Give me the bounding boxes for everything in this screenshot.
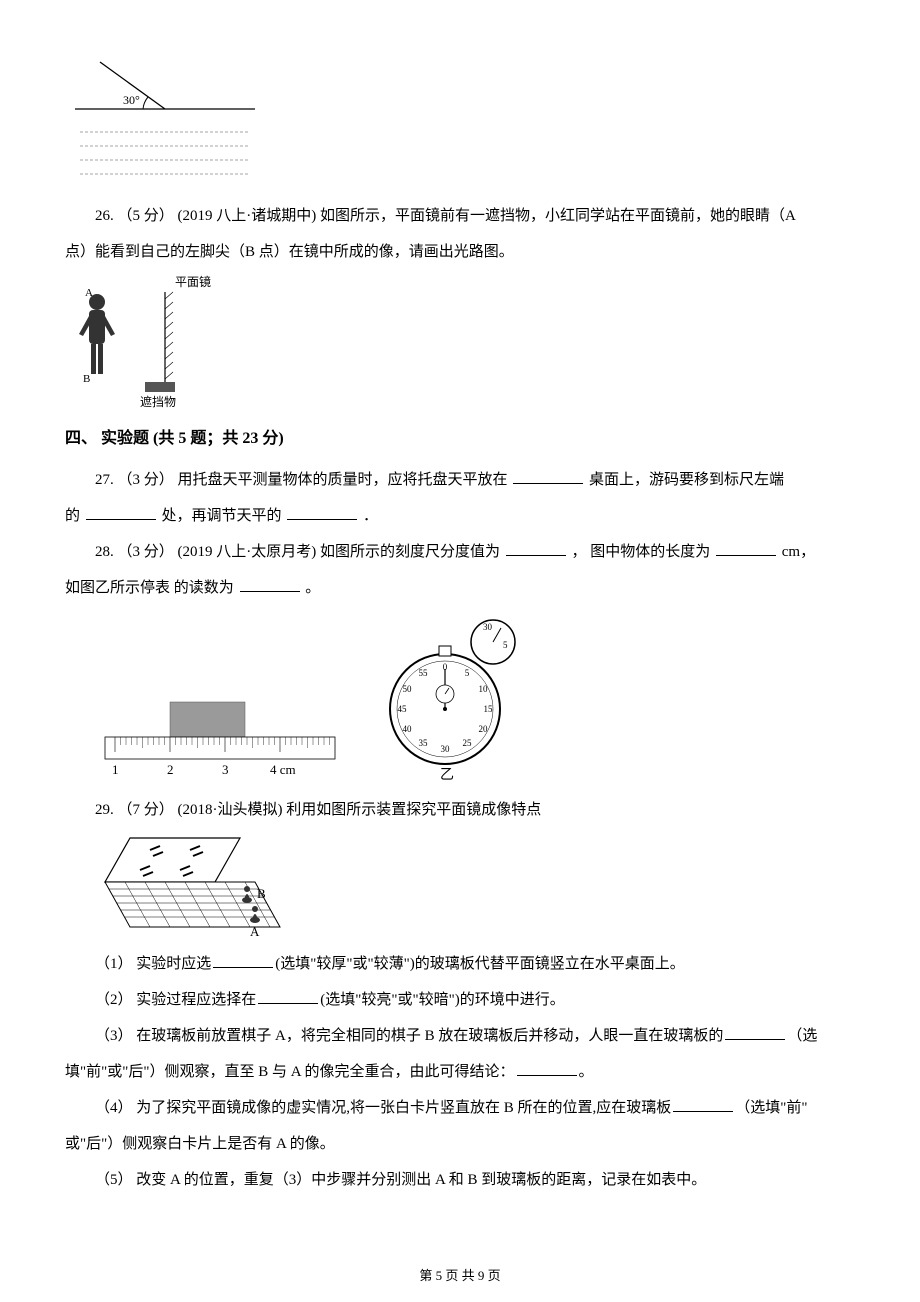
q28-mid2: cm， <box>782 544 815 560</box>
q29-sub3a: （3） 在玻璃板前放置棋子 A，将完全相同的棋子 B 放在玻璃板后并移动，人眼一… <box>65 1018 855 1054</box>
q27-l2b: 处，再调节天平的 <box>162 508 286 524</box>
label-A: A <box>250 924 260 939</box>
q29-sub3b: 填"前"或"后"）侧观察，直至 B 与 A 的像完全重合，由此可得结论：。 <box>65 1054 855 1090</box>
blank <box>673 1096 733 1113</box>
blank <box>287 504 357 521</box>
page-footer: 第 5 页 共 9 页 <box>0 1268 920 1284</box>
q26-diagram: 平面镜 A B 遮挡物 <box>65 274 855 414</box>
blank <box>240 576 300 593</box>
svg-text:45: 45 <box>398 704 408 714</box>
svg-text:30: 30 <box>441 744 451 754</box>
svg-text:40: 40 <box>403 724 413 734</box>
svg-text:A: A <box>85 287 93 299</box>
q27-line2: 的 处，再调节天平的 ． <box>65 498 855 534</box>
q29-sub4a: （4） 为了探究平面镜成像的虚实情况,将一张白卡片竖直放在 B 所在的位置,应在… <box>65 1090 855 1126</box>
ruler-diagram: 1 2 3 4 cm <box>95 694 345 784</box>
q28-l2b: 。 <box>305 580 320 596</box>
blank <box>513 468 583 485</box>
stopwatch-diagram: 30 5 0 5 10 15 20 25 30 35 40 45 50 55 乙 <box>375 614 535 784</box>
q26-line2: 点）能看到自己的左脚尖（B 点）在镜中所成的像，请画出光路图。 <box>65 234 855 270</box>
svg-text:2: 2 <box>167 762 174 777</box>
svg-text:20: 20 <box>479 724 489 734</box>
q28-line2: 如图乙所示停表 的读数为 。 <box>65 570 855 606</box>
svg-text:15: 15 <box>484 704 494 714</box>
angle-label: 30° <box>123 93 140 107</box>
mirror-label: 平面镜 <box>175 274 211 289</box>
blank <box>725 1024 785 1041</box>
q29-sub1: （1） 实验时应选(选填"较厚"或"较薄")的玻璃板代替平面镜竖立在水平桌面上。 <box>65 946 855 982</box>
q27-mid1: 桌面上，游码要移到标尺左端 <box>589 472 784 488</box>
svg-text:1: 1 <box>112 762 119 777</box>
q28-line1: 28. （3 分） (2019 八上·太原月考) 如图所示的刻度尺分度值为 ， … <box>65 534 855 570</box>
q27-l2a: 的 <box>65 508 84 524</box>
q26-line1: 26. （5 分） (2019 八上·诸城期中) 如图所示，平面镜前有一遮挡物，… <box>65 198 855 234</box>
q29-sub2: （2） 实验过程应选择在(选填"较亮"或"较暗")的环境中进行。 <box>65 982 855 1018</box>
svg-text:25: 25 <box>463 738 473 748</box>
q28-figures: 1 2 3 4 cm 30 5 0 5 10 15 20 25 30 35 40… <box>95 614 855 784</box>
blank <box>517 1060 577 1077</box>
q27-line1: 27. （3 分） 用托盘天平测量物体的质量时，应将托盘天平放在 桌面上，游码要… <box>65 462 855 498</box>
q27-prefix: 27. （3 分） 用托盘天平测量物体的质量时，应将托盘天平放在 <box>95 472 511 488</box>
svg-text:55: 55 <box>419 668 429 678</box>
svg-text:3: 3 <box>222 762 229 777</box>
q28-mid1: ， 图中物体的长度为 <box>572 544 711 560</box>
q28-prefix: 28. （3 分） (2019 八上·太原月考) 如图所示的刻度尺分度值为 <box>95 544 500 560</box>
svg-text:4 cm: 4 cm <box>270 762 296 777</box>
angle-diagram: 30° <box>65 54 855 194</box>
q27-l2c: ． <box>363 508 378 524</box>
blank <box>716 540 776 557</box>
blank <box>506 540 566 557</box>
svg-text:35: 35 <box>419 738 429 748</box>
svg-text:10: 10 <box>479 684 489 694</box>
svg-text:50: 50 <box>403 684 413 694</box>
q29-diagram: B A <box>95 832 855 942</box>
label-B: B <box>257 886 266 901</box>
blank <box>86 504 156 521</box>
stopwatch-label: 乙 <box>440 767 454 783</box>
q28-l2a: 如图乙所示停表 的读数为 <box>65 580 234 596</box>
section4-heading: 四、 实验题 (共 5 题；共 23 分) <box>65 420 855 458</box>
blank <box>258 988 318 1005</box>
block-label: 遮挡物 <box>140 394 176 409</box>
q29-sub5: （5） 改变 A 的位置，重复（3）中步骤并分别测出 A 和 B 到玻璃板的距离… <box>65 1162 855 1198</box>
svg-text:30: 30 <box>483 622 493 632</box>
svg-text:B: B <box>83 373 90 385</box>
blank <box>213 952 273 969</box>
svg-text:5: 5 <box>503 640 508 650</box>
svg-text:5: 5 <box>465 668 470 678</box>
q29-prefix: 29. （7 分） (2018·汕头模拟) 利用如图所示装置探究平面镜成像特点 <box>65 792 855 828</box>
q29-sub4b: 或"后"）侧观察白卡片上是否有 A 的像。 <box>65 1126 855 1162</box>
